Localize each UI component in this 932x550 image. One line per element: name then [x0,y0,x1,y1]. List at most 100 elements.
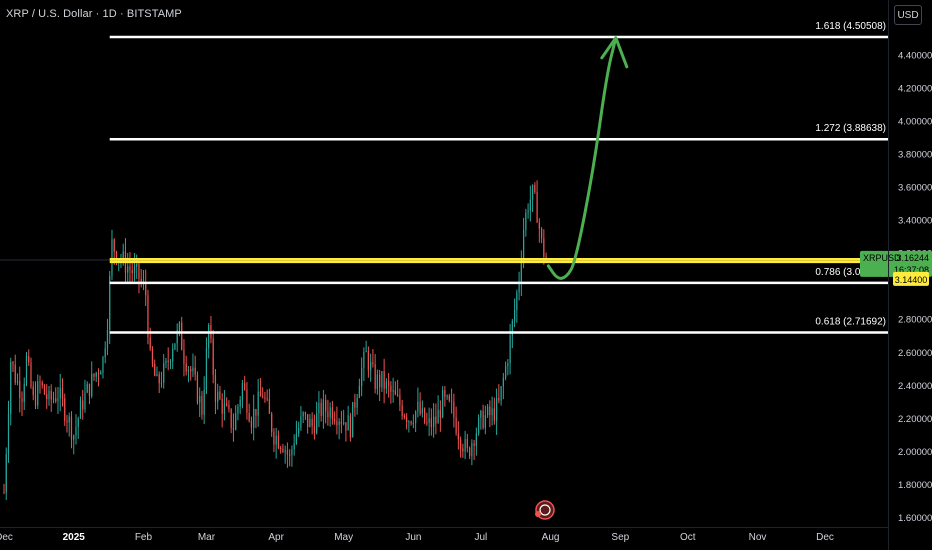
x-axis-ticks: Dec 2025 Feb Mar Apr May Jun Jul Aug Sep Oct Nov Dec [0,532,834,543]
candle-body [448,395,450,401]
candle-body [392,390,394,392]
candle-body [262,396,264,398]
candle-body [336,421,338,426]
current-price-badge [860,250,932,277]
candle-body [489,406,491,416]
candle-body [376,374,379,390]
candle-body [3,492,5,494]
candle-body [399,395,401,406]
candle-body [122,251,124,260]
candle-body [457,433,459,440]
candle-body [226,403,228,406]
candle-body [97,372,100,375]
candle-body [435,416,437,424]
candle-body [322,400,325,416]
candle-body [212,338,214,375]
candle-body [455,417,457,434]
fib-levels-group: 1.618 (4.50508) 1.272 (3.88638) 0.786 (3.0… [109,21,888,334]
candle-body [239,399,241,407]
candle-body [318,402,320,414]
candle-body [255,408,257,416]
candle-body [131,270,133,274]
candle-body [520,261,522,283]
y-tick-label: 4.00000 [898,116,932,127]
candle-body [100,372,102,375]
y-axis-separator [888,0,889,550]
candle-body [156,374,158,376]
candle-body [491,408,493,416]
y-tick-label: 3.60000 [898,183,932,194]
candle-body [531,184,534,200]
candle-body [264,397,266,399]
candle-body [196,374,199,403]
candle-body [338,421,340,426]
candle-body [525,212,527,231]
candle-body [486,406,489,416]
x-tick-label: Mar [198,532,216,543]
candle-body [518,282,520,293]
candle-body [219,391,221,399]
candle-body [275,435,277,445]
candle-body [522,230,525,262]
candle-body [388,381,390,386]
candle-body [444,390,446,397]
candle-body [466,439,468,449]
candle-body [91,373,93,397]
x-tick-label: Aug [542,532,560,543]
y-tick-label: 4.40000 [898,50,932,61]
y-axis-ticks: 4.40000 4.20000 4.00000 3.80000 3.60000 3.400… [898,50,932,524]
candle-body [433,416,435,428]
candle-body [203,389,205,415]
candle-body [410,421,412,424]
candle-body [70,416,73,440]
currency-button[interactable]: USD [894,5,922,25]
candle-body [169,361,172,363]
candle-body [178,322,181,331]
candle-body [73,435,75,440]
candle-body [46,394,48,400]
candle-body [516,292,518,311]
fib-level-label: 1.272 (3.88638) [815,123,886,134]
candle-body [181,322,183,350]
event-marker-icon[interactable] [535,500,555,520]
candle-body [424,408,426,423]
candle-body [354,402,356,408]
candle-body [374,364,376,390]
candle-body [536,192,538,223]
y-tick-label: 3.40000 [898,216,932,227]
candle-body [316,413,318,434]
candle-body [115,251,118,263]
y-tick-label: 2.60000 [898,348,932,359]
candle-body [385,381,388,389]
candle-body [358,385,361,398]
candle-body [527,210,529,213]
candle-body [329,407,331,418]
candle-body [129,266,131,271]
candle-body [511,320,513,336]
candle-body [201,396,203,415]
candle-body [86,383,88,393]
candle-body [291,449,293,456]
candle-body [459,439,462,449]
candle-body [502,378,504,387]
x-tick-label: Jul [474,532,487,543]
candle-body [25,356,28,384]
y-tick-label: 2.80000 [898,315,932,326]
candle-body [223,403,226,414]
candle-body [50,390,52,400]
x-tick-label: Nov [749,532,767,543]
candle-body [480,411,482,418]
candle-body [232,427,235,430]
x-tick-label: 2025 [63,532,86,543]
candle-body [367,351,370,371]
candle-body [217,391,219,402]
candle-body [246,389,248,413]
candle-body [286,450,289,455]
candle-body [133,266,136,274]
candle-body [334,419,336,422]
candle-body [199,396,201,403]
level-price-badge [893,271,929,286]
x-tick-label: Jun [405,532,421,543]
